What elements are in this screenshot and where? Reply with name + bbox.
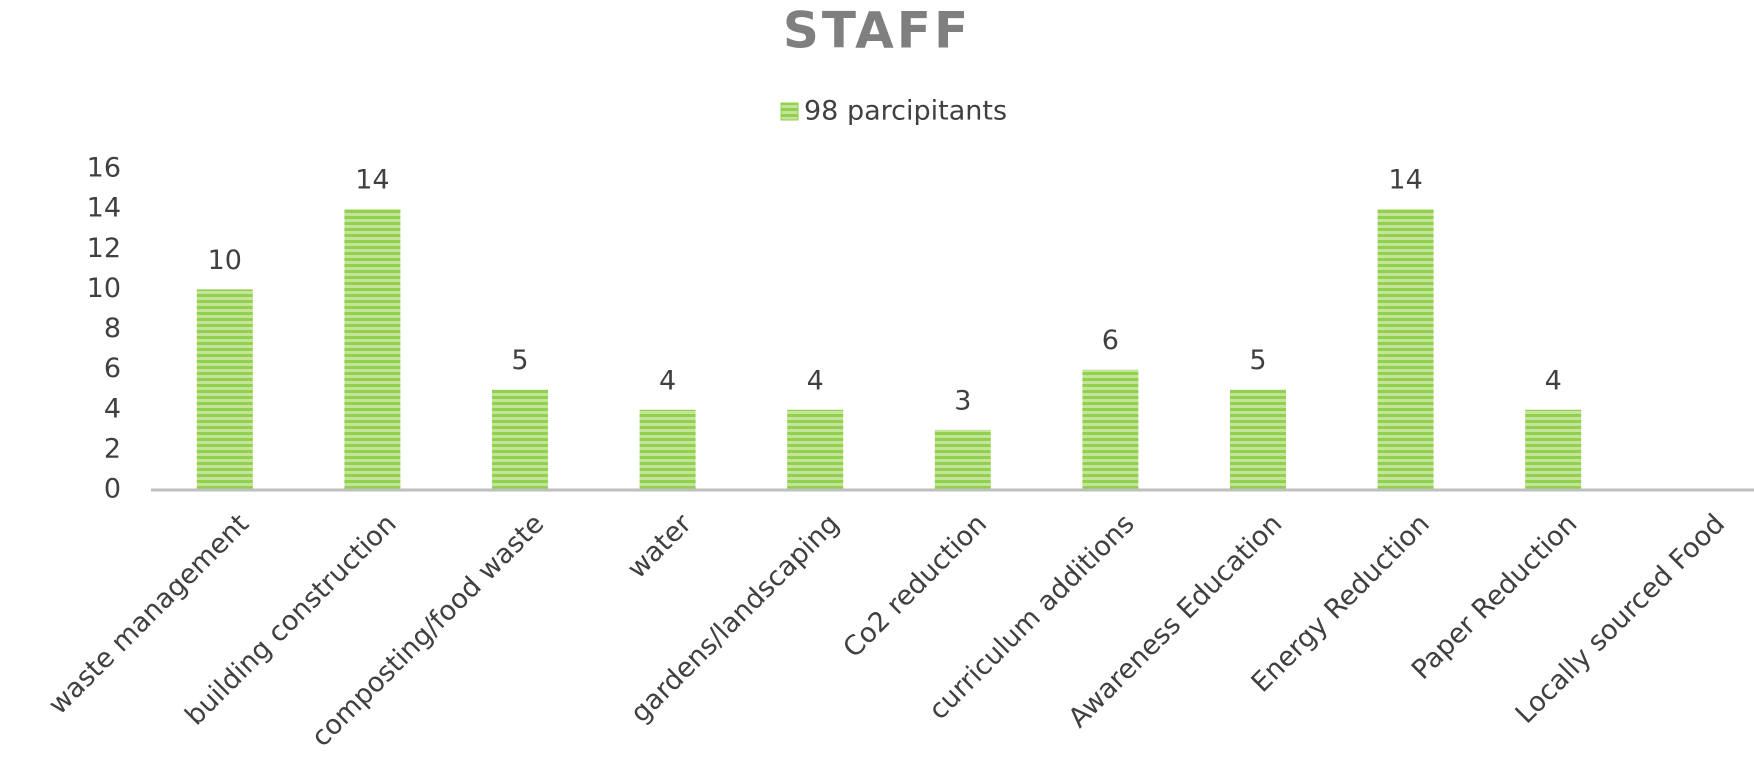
bar <box>787 409 844 490</box>
data-label: 4 <box>1545 365 1562 396</box>
data-label: 3 <box>954 385 971 416</box>
y-tick-label: 8 <box>104 313 121 344</box>
x-tick-label: composting/food waste <box>306 508 551 753</box>
data-label: 5 <box>1249 345 1266 376</box>
y-tick-label: 16 <box>87 153 121 184</box>
x-tick-label: water <box>622 508 699 585</box>
data-label: 10 <box>208 245 242 276</box>
data-label: 6 <box>1102 325 1119 356</box>
data-label: 4 <box>659 365 676 396</box>
y-tick-label: 4 <box>104 393 121 424</box>
data-label: 14 <box>1388 165 1422 196</box>
x-tick-label: Paper Reduction <box>1406 508 1584 686</box>
y-tick-label: 12 <box>87 233 121 264</box>
data-label: 14 <box>355 165 389 196</box>
data-label: 5 <box>511 345 528 376</box>
legend-swatch <box>780 102 799 121</box>
bar <box>344 209 401 490</box>
bar <box>1082 369 1139 490</box>
bar <box>1377 209 1434 490</box>
y-tick-label: 6 <box>104 353 121 384</box>
bar <box>639 409 696 490</box>
bar <box>492 389 548 490</box>
bar <box>934 429 991 490</box>
y-tick-label: 2 <box>104 433 121 464</box>
bar <box>1230 389 1286 490</box>
bar <box>196 289 253 490</box>
x-tick-label: Co2 reduction <box>837 508 993 664</box>
chart-title: STAFF <box>783 2 971 60</box>
data-label: 4 <box>807 365 824 396</box>
bar <box>1525 409 1582 490</box>
y-tick-label: 10 <box>87 273 121 304</box>
y-tick-label: 0 <box>104 474 121 505</box>
y-tick-label: 14 <box>87 193 121 224</box>
legend-label: 98 parcipitants <box>804 96 1007 127</box>
